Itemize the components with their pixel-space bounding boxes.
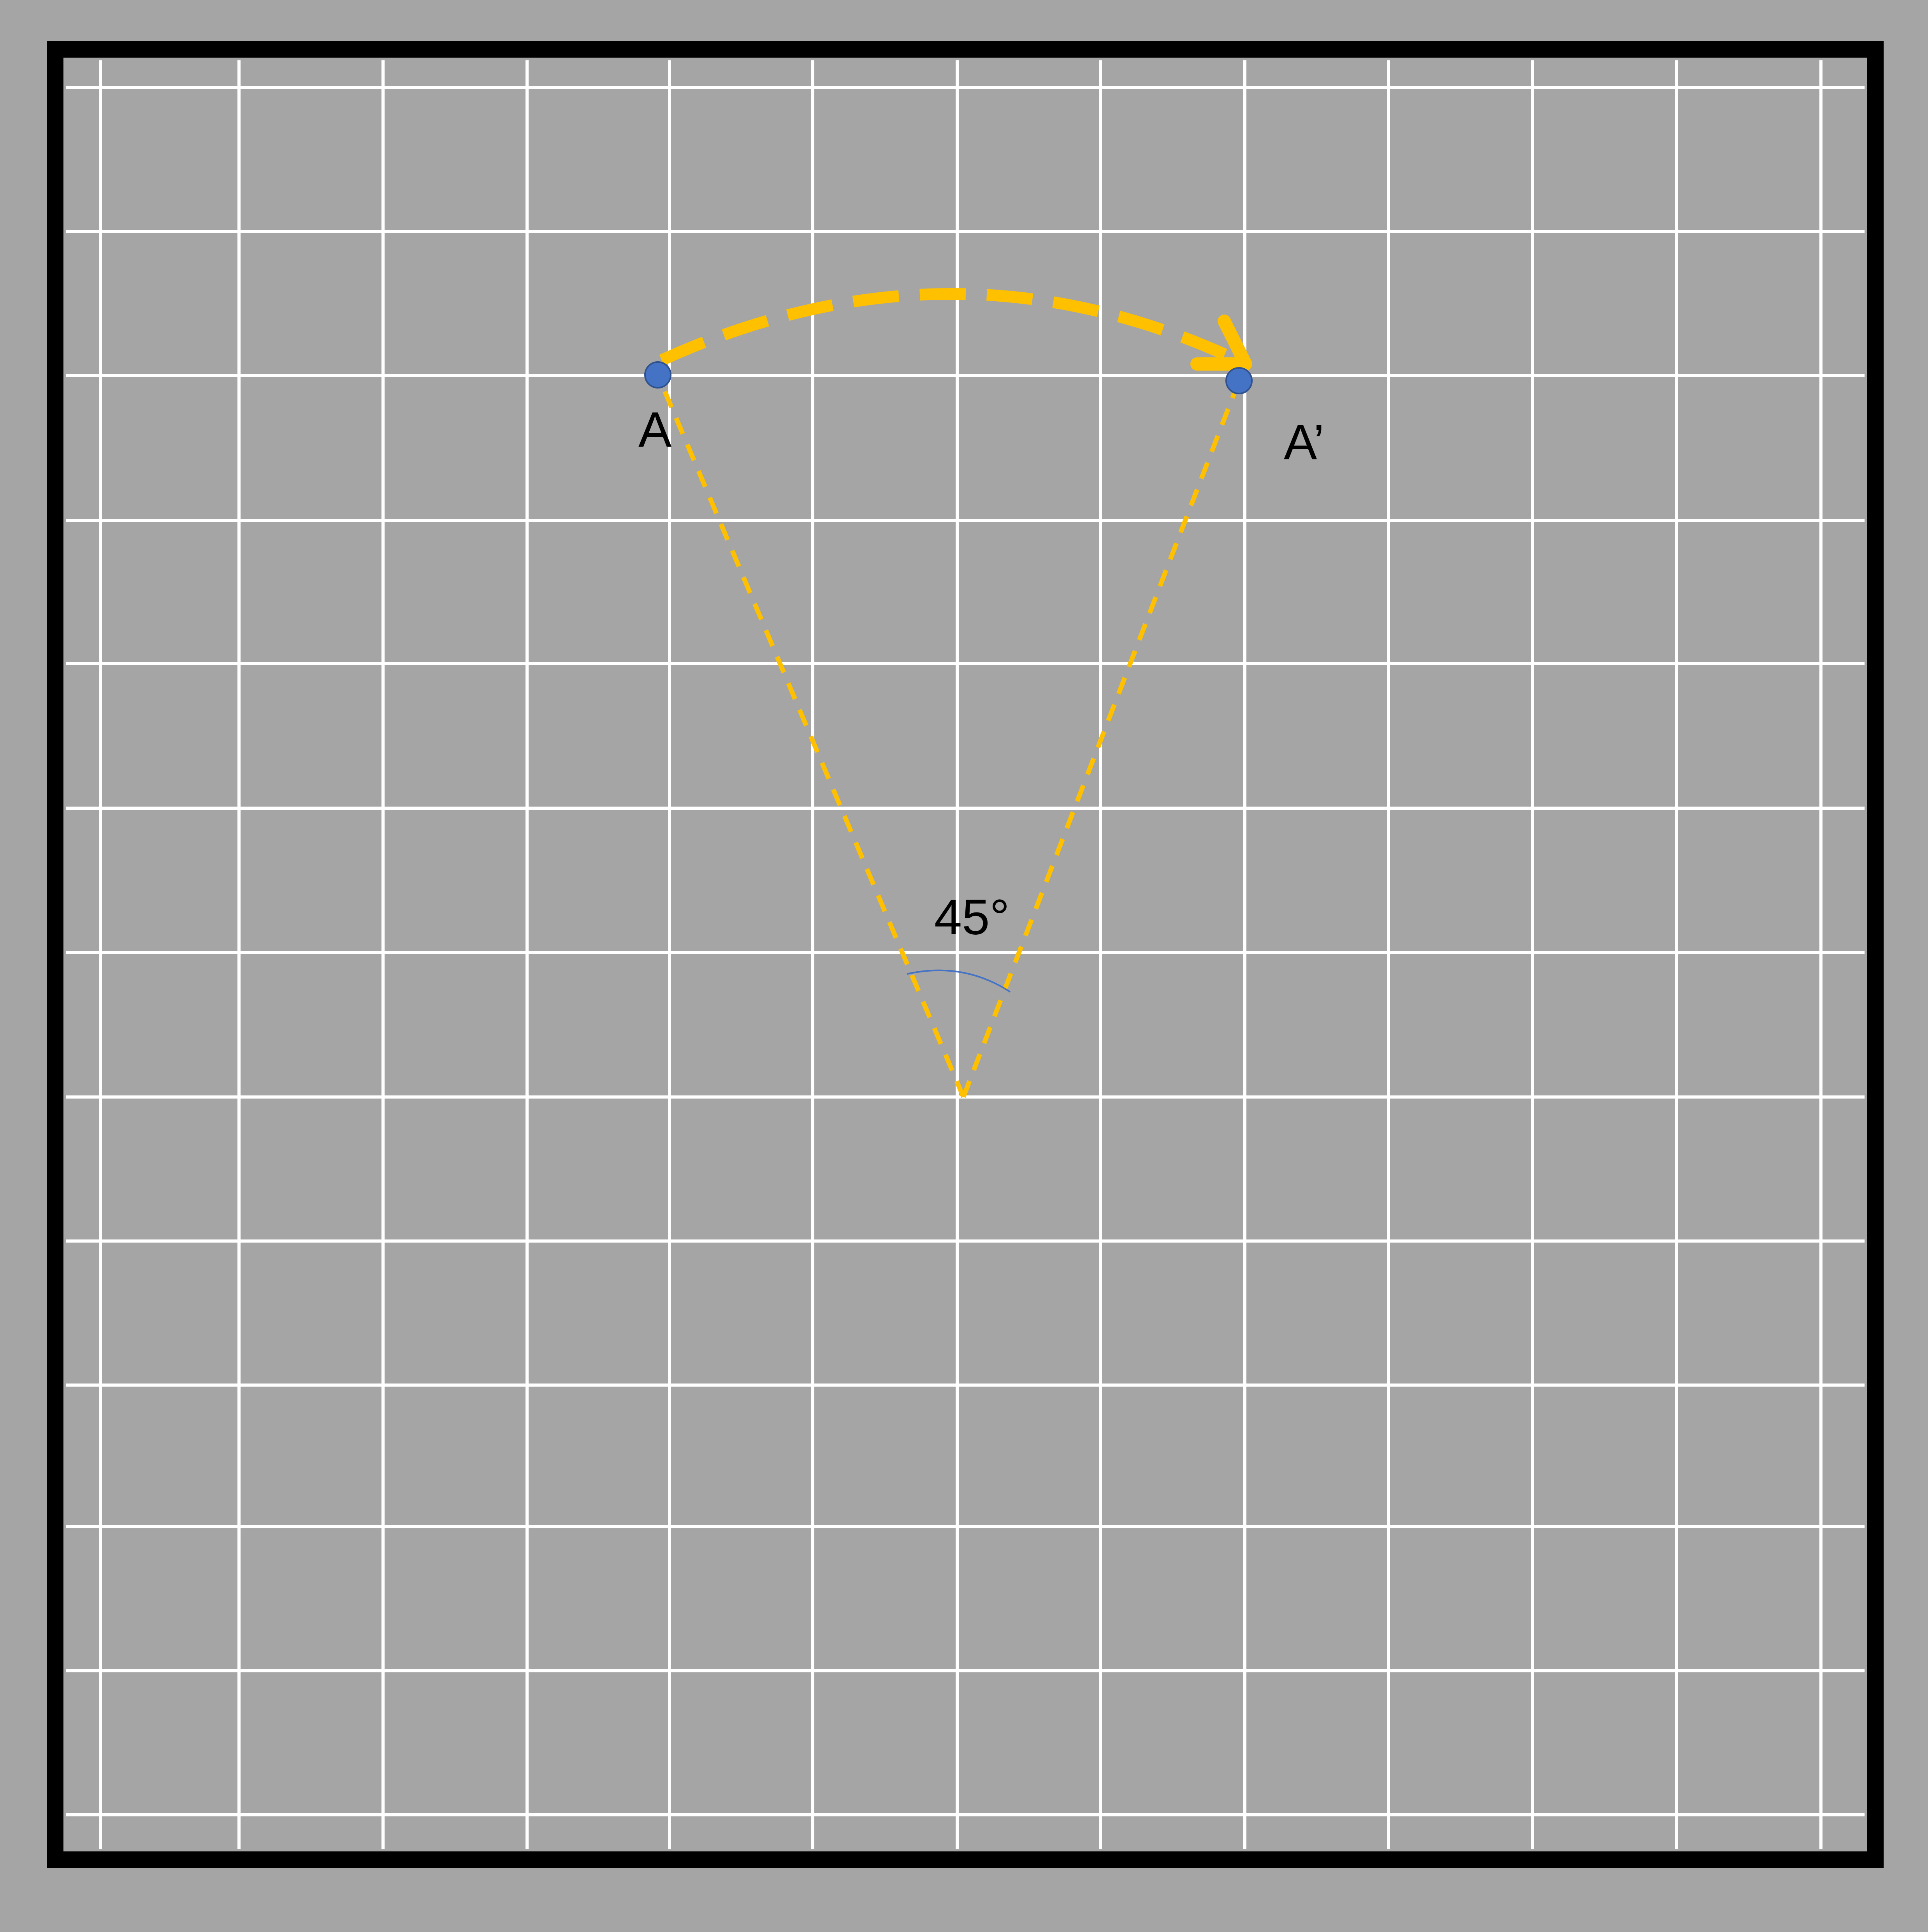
label-A: A [638,402,672,458]
rotation-arc [659,288,1248,369]
radius-to-A-prime [961,380,1241,1098]
rotation-arrowhead [1190,315,1252,371]
angle-label: 45° [934,890,1010,945]
point-A [644,361,671,389]
point-A-prime [1225,367,1253,394]
frame-border [47,41,1884,1868]
label-A-prime: A’ [1284,415,1324,470]
angle-arc [907,969,1011,993]
radius-to-A [656,374,966,1098]
